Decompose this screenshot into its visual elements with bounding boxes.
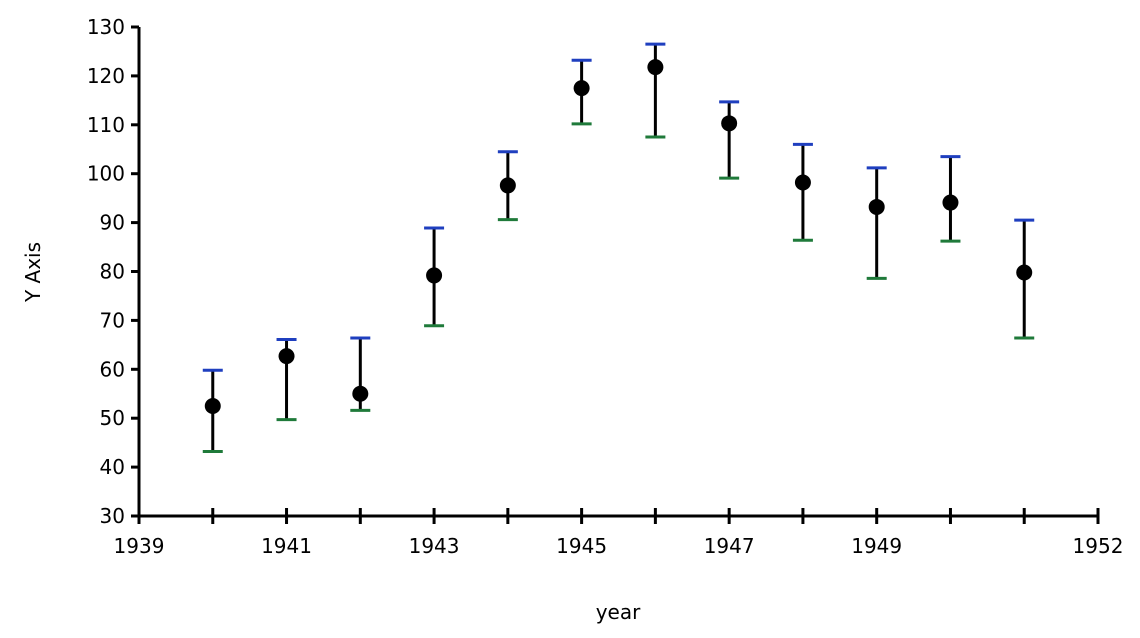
data-point — [1016, 264, 1033, 281]
axes — [137, 27, 1098, 518]
x-ticks: 1939 1941 1943 1945 1947 1949 1952 — [114, 508, 1124, 558]
y-tick-label: 80 — [100, 260, 125, 284]
data-points — [204, 59, 1033, 414]
data-point — [573, 80, 590, 97]
y-tick-label: 90 — [100, 211, 125, 235]
y-tick-label: 50 — [100, 406, 125, 430]
x-tick-label: 1943 — [409, 534, 460, 558]
data-point — [794, 174, 811, 191]
data-point — [942, 194, 959, 211]
y-tick-label: 40 — [100, 455, 125, 479]
data-point — [647, 59, 664, 76]
data-point — [868, 198, 885, 215]
y-ticks: 30 40 50 60 70 80 90 100 110 120 130 — [87, 15, 139, 528]
y-tick-label: 70 — [100, 308, 125, 332]
x-tick-label: 1949 — [851, 534, 902, 558]
x-axis-title: year — [596, 600, 641, 624]
y-tick-label: 130 — [87, 15, 125, 39]
x-tick-label: 1947 — [704, 534, 755, 558]
data-point — [278, 348, 295, 365]
y-tick-label: 110 — [87, 113, 125, 137]
y-tick-label: 60 — [100, 357, 125, 381]
error-bars — [202, 42, 1035, 453]
data-point — [721, 115, 738, 132]
x-tick-label: 1945 — [556, 534, 607, 558]
data-point — [204, 397, 221, 414]
y-axis-title: Y Axis — [21, 242, 45, 303]
x-tick-label: 1941 — [261, 534, 312, 558]
data-point — [352, 385, 369, 402]
y-tick-label: 30 — [100, 504, 125, 528]
y-tick-label: 100 — [87, 162, 125, 186]
data-point — [426, 267, 443, 284]
x-tick-label: 1939 — [114, 534, 165, 558]
y-tick-label: 120 — [87, 64, 125, 88]
x-tick-label: 1952 — [1073, 534, 1124, 558]
data-point — [499, 177, 516, 194]
